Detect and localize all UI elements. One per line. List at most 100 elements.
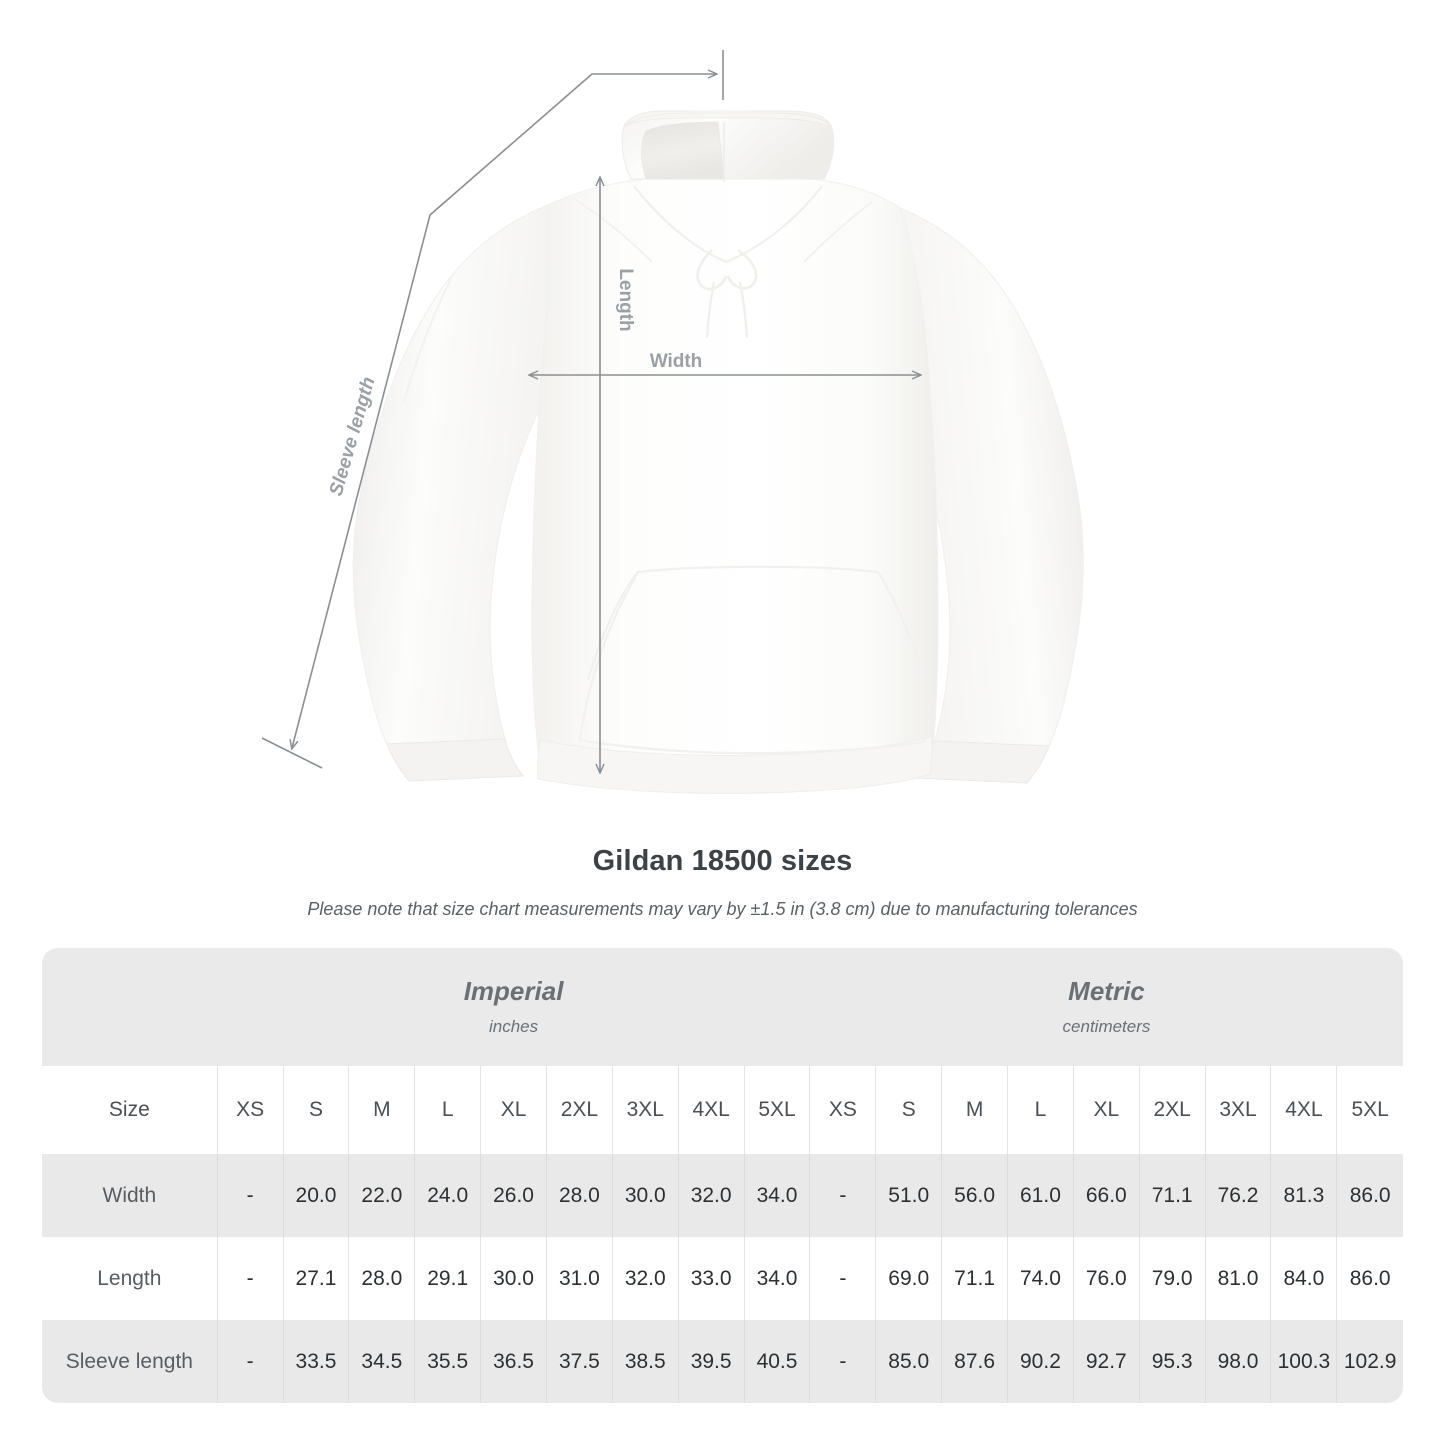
cell-length-imperial-l: 29.1: [414, 1237, 481, 1320]
cell-sleeve-metric-4xl: 100.3: [1270, 1320, 1337, 1403]
sleeve-length-end-tick: [261, 737, 323, 769]
neckline: [633, 185, 823, 264]
table-row: Width - 20.0 22.0 24.0 26.0 28.0 30.0 32…: [42, 1154, 1403, 1237]
header-size-imperial-4xl: 4XL: [677, 1066, 745, 1154]
cell-length-metric-4xl: 84.0: [1270, 1237, 1337, 1320]
header-size-imperial-s: S: [282, 1066, 349, 1154]
cell-sleeve-metric-l: 90.2: [1007, 1320, 1074, 1403]
unit-group-metric: Metric centimeters: [809, 948, 1403, 1066]
cell-width-metric-5xl: 86.0: [1336, 1154, 1403, 1237]
tolerance-note: Please note that size chart measurements…: [307, 899, 1138, 919]
cell-width-imperial-4xl: 32.0: [677, 1154, 745, 1237]
header-size-imperial-xl: XL: [480, 1066, 547, 1154]
unit-group-imperial-sub: inches: [488, 1016, 539, 1036]
hem-band: [537, 735, 933, 794]
header-size-imperial-5xl: 5XL: [743, 1066, 810, 1154]
header-size-metric-5xl: 5XL: [1336, 1066, 1403, 1154]
header-size-imperial-m: M: [348, 1066, 415, 1154]
unit-group-metric-label: Metric: [1068, 976, 1145, 1007]
hood-drawstrings: [696, 248, 758, 339]
cell-length-metric-m: 71.1: [941, 1237, 1008, 1320]
unit-band-spacer: [42, 948, 218, 1066]
cell-width-metric-xs: -: [809, 1154, 876, 1237]
cell-width-imperial-m: 22.0: [348, 1154, 415, 1237]
unit-group-imperial-label: Imperial: [463, 976, 564, 1007]
right-shoulder-seam: [803, 201, 873, 263]
cell-length-imperial-xs: -: [216, 1237, 284, 1320]
cell-width-metric-m: 56.0: [941, 1154, 1008, 1237]
hoodie-diagram-svg: Sleeve length Length Width: [261, 50, 1084, 794]
header-size-metric-xs: XS: [809, 1066, 876, 1154]
width-label: Width: [650, 351, 703, 372]
header-size-metric-l: L: [1007, 1066, 1074, 1154]
cell-sleeve-imperial-m: 34.5: [348, 1320, 415, 1403]
cell-sleeve-imperial-3xl: 38.5: [611, 1320, 679, 1403]
cell-width-imperial-xs: -: [216, 1154, 284, 1237]
cell-length-imperial-5xl: 34.0: [743, 1237, 810, 1320]
cell-width-imperial-s: 20.0: [282, 1154, 349, 1237]
right-cuff: [914, 740, 1050, 784]
hood-top-ribbon: [623, 112, 833, 129]
cell-width-metric-2xl: 71.1: [1138, 1154, 1206, 1237]
pocket-left-opening: [587, 571, 639, 681]
cell-sleeve-imperial-s: 33.5: [282, 1320, 349, 1403]
right-sleeve: [897, 207, 1084, 747]
cell-length-imperial-xl: 30.0: [480, 1237, 547, 1320]
cell-sleeve-imperial-5xl: 40.5: [743, 1320, 810, 1403]
table-row: Sleeve length - 33.5 34.5 35.5 36.5 37.5…: [42, 1320, 1403, 1403]
hood-inner: [641, 121, 725, 180]
cell-length-imperial-m: 28.0: [348, 1237, 415, 1320]
cell-width-imperial-5xl: 34.0: [743, 1154, 810, 1237]
header-size-imperial-2xl: 2XL: [545, 1066, 613, 1154]
hoodie-body: [531, 178, 939, 780]
header-size-imperial-xs: XS: [216, 1066, 284, 1154]
cell-width-metric-xl: 66.0: [1072, 1154, 1140, 1237]
hoodie-measurement-diagram: Sleeve length Length Width: [261, 50, 1084, 794]
cell-sleeve-metric-5xl: 102.9: [1336, 1320, 1403, 1403]
cell-width-metric-3xl: 76.2: [1204, 1154, 1271, 1237]
cell-sleeve-imperial-4xl: 39.5: [677, 1320, 745, 1403]
row-label-length: Length: [42, 1237, 218, 1320]
left-sleeve: [352, 204, 549, 745]
kangaroo-pocket: [578, 565, 932, 755]
size-chart-table: Imperial inches Metric centimeters Size …: [42, 948, 1403, 1403]
cell-sleeve-imperial-l: 35.5: [414, 1320, 481, 1403]
cell-length-imperial-3xl: 32.0: [611, 1237, 679, 1320]
unit-band-row: Imperial inches Metric centimeters: [42, 948, 1403, 1066]
cell-length-metric-xl: 76.0: [1072, 1237, 1140, 1320]
row-label-sleeve-length: Sleeve length: [42, 1320, 218, 1403]
chart-heading: Gildan 18500 sizes Please note that size…: [0, 845, 1445, 920]
cell-width-metric-s: 51.0: [875, 1154, 942, 1237]
cell-width-imperial-xl: 26.0: [480, 1154, 547, 1237]
cell-sleeve-imperial-xl: 36.5: [480, 1320, 547, 1403]
cell-sleeve-metric-xs: -: [809, 1320, 876, 1403]
cell-sleeve-metric-xl: 92.7: [1072, 1320, 1140, 1403]
unit-group-imperial: Imperial inches: [217, 948, 810, 1066]
row-label-width: Width: [42, 1154, 218, 1237]
cell-width-imperial-3xl: 30.0: [611, 1154, 679, 1237]
cell-length-metric-l: 74.0: [1007, 1237, 1074, 1320]
cell-length-metric-xs: -: [809, 1237, 876, 1320]
header-size-metric-4xl: 4XL: [1270, 1066, 1337, 1154]
page-title: Gildan 18500 sizes: [592, 845, 853, 877]
hoodie-illustration: [352, 110, 1084, 794]
left-sleeve-seam: [403, 275, 453, 403]
cell-sleeve-imperial-xs: -: [216, 1320, 284, 1403]
length-label: Length: [615, 268, 636, 331]
cell-width-metric-4xl: 81.3: [1270, 1154, 1337, 1237]
cell-length-imperial-2xl: 31.0: [545, 1237, 613, 1320]
cell-length-imperial-s: 27.1: [282, 1237, 349, 1320]
header-size-metric-xl: XL: [1072, 1066, 1140, 1154]
cell-sleeve-imperial-2xl: 37.5: [545, 1320, 613, 1403]
cell-width-imperial-l: 24.0: [414, 1154, 481, 1237]
cell-width-metric-l: 61.0: [1007, 1154, 1074, 1237]
cell-sleeve-metric-m: 87.6: [941, 1320, 1008, 1403]
cell-sleeve-metric-3xl: 98.0: [1204, 1320, 1271, 1403]
left-cuff: [386, 738, 524, 782]
table-header-row: Size XS S M L XL 2XL 3XL 4XL 5XL XS S M …: [42, 1066, 1403, 1154]
header-size-imperial-3xl: 3XL: [611, 1066, 679, 1154]
cell-length-metric-3xl: 81.0: [1204, 1237, 1271, 1320]
cell-length-metric-2xl: 79.0: [1138, 1237, 1206, 1320]
header-size-metric-m: M: [941, 1066, 1008, 1154]
